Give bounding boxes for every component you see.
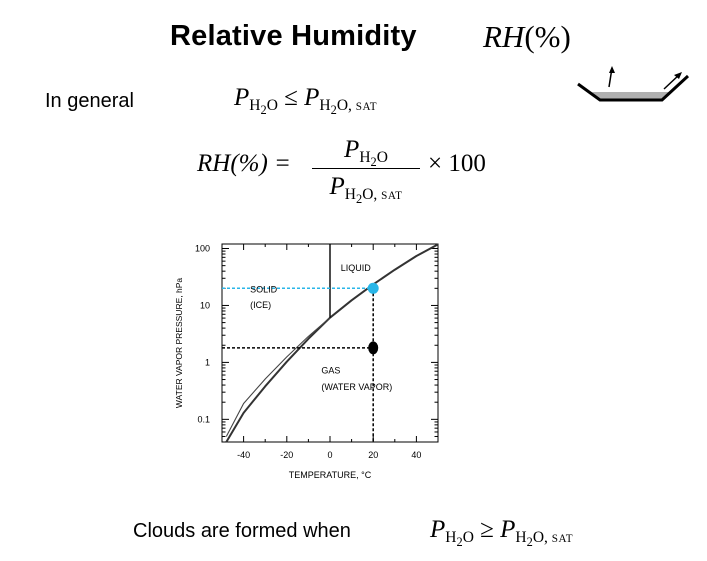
sub-2: 2 bbox=[330, 103, 337, 118]
clouds-op: ≥ bbox=[480, 516, 494, 543]
clouds-rhs-sub: H2O, SAT bbox=[515, 529, 574, 550]
sub-o: O, bbox=[362, 186, 382, 204]
title-rh-paren: (%) bbox=[524, 19, 571, 54]
region-label-water-vapor: (WATER VAPOR) bbox=[321, 382, 392, 392]
sub-sat: SAT bbox=[355, 101, 378, 114]
region-label-gas: GAS bbox=[321, 365, 340, 375]
chart-guides bbox=[222, 287, 374, 442]
chart-axes: -40 -20 0 20 40 0.1 1 10 100 TEMPERATURE, °C WATER… bbox=[174, 243, 439, 480]
x-tick-label: 40 bbox=[411, 450, 421, 460]
vapor-point bbox=[368, 341, 379, 355]
title-rh-base: RH bbox=[483, 19, 525, 54]
sub-h: H bbox=[344, 186, 356, 204]
den-base: P bbox=[329, 173, 345, 200]
x-tick-label: -40 bbox=[237, 450, 250, 460]
phase-curve bbox=[225, 243, 439, 443]
y-tick-label: 0.1 bbox=[197, 414, 210, 424]
page-title: Relative Humidity bbox=[170, 20, 417, 52]
region-label-ice: (ICE) bbox=[250, 300, 271, 310]
sub-2: 2 bbox=[260, 103, 267, 118]
formula-fraction: PH2O PH2O, SAT bbox=[312, 136, 420, 207]
sub-2: 2 bbox=[370, 155, 377, 170]
sub-sat: SAT bbox=[381, 190, 403, 203]
chart-labels: LIQUID SOLID (ICE) GAS (WATER VAPOR) bbox=[250, 263, 392, 392]
region-label-liquid: LIQUID bbox=[341, 263, 372, 273]
phase-curve bbox=[225, 317, 331, 437]
sub-o: O bbox=[376, 149, 388, 167]
x-tick-label: 20 bbox=[368, 450, 378, 460]
y-axis-label: WATER VAPOR PRESSURE, hPa bbox=[174, 278, 184, 408]
clouds-lhs-base: P bbox=[430, 516, 446, 543]
formula-lhs: RH(%) = bbox=[197, 150, 291, 177]
y-tick-label: 10 bbox=[200, 300, 210, 310]
general-op: ≤ bbox=[284, 84, 298, 111]
num-base: P bbox=[344, 136, 360, 163]
general-lhs-base: P bbox=[234, 84, 250, 111]
formula-denominator: PH2O, SAT bbox=[312, 173, 420, 207]
clouds-inequality: PH2O ≥ PH2O, SAT bbox=[430, 516, 574, 550]
sub-2: 2 bbox=[355, 192, 363, 207]
chart-points bbox=[367, 282, 379, 355]
x-tick-label: 0 bbox=[327, 450, 332, 460]
evaporation-dish-icon bbox=[577, 66, 690, 102]
general-label: In general bbox=[45, 90, 134, 112]
x-axis-label: TEMPERATURE, °C bbox=[289, 470, 372, 480]
formula-numerator: PH2O bbox=[312, 136, 420, 170]
title-rh-symbol: RH(%) bbox=[483, 19, 571, 55]
den-sub: H2O, SAT bbox=[344, 186, 403, 207]
fraction-bar bbox=[312, 168, 420, 169]
region-label-solid: SOLID bbox=[250, 284, 278, 294]
general-rhs-sub: H2O, SAT bbox=[319, 97, 378, 118]
sub-h: H bbox=[319, 97, 331, 115]
general-rhs-base: P bbox=[304, 84, 320, 111]
formula-factor: × 100 bbox=[428, 150, 486, 177]
sub-2: 2 bbox=[526, 535, 533, 550]
general-inequality: PH2O ≤ PH2O, SAT bbox=[234, 84, 378, 118]
sub-h: H bbox=[445, 529, 457, 547]
x-tick-label: -20 bbox=[280, 450, 293, 460]
saturation-point bbox=[367, 282, 379, 294]
sub-o: O bbox=[266, 97, 278, 115]
sub-o: O, bbox=[532, 529, 552, 547]
sub-h: H bbox=[515, 529, 527, 547]
num-sub: H2O bbox=[359, 149, 388, 170]
clouds-rhs-base: P bbox=[500, 516, 516, 543]
sub-2: 2 bbox=[456, 535, 463, 550]
sub-h: H bbox=[249, 97, 261, 115]
chart-curves bbox=[225, 243, 439, 443]
phase-diagram-chart: -40 -20 0 20 40 0.1 1 10 100 TEMPERATURE, °C WATER… bbox=[174, 243, 439, 480]
y-tick-label: 1 bbox=[205, 357, 210, 367]
sub-o: O bbox=[462, 529, 474, 547]
y-tick-label: 100 bbox=[195, 244, 210, 254]
sub-sat: SAT bbox=[551, 533, 574, 546]
clouds-lhs-sub: H2O bbox=[445, 529, 474, 550]
general-lhs-sub: H2O bbox=[249, 97, 278, 118]
sub-h: H bbox=[359, 149, 371, 167]
clouds-label: Clouds are formed when bbox=[133, 520, 351, 542]
sub-o: O, bbox=[336, 97, 356, 115]
